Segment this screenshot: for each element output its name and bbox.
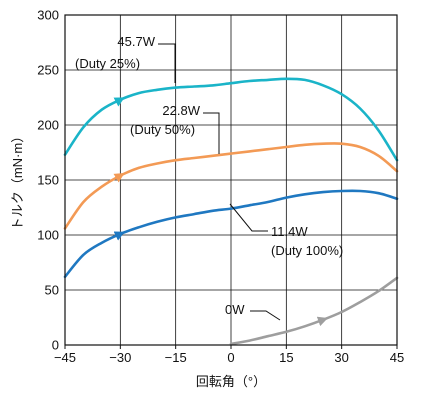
x-tick-label: 15 — [279, 350, 293, 365]
leader-line-45w — [158, 43, 176, 83]
y-tick-label: 250 — [37, 63, 59, 78]
x-tick-label: 45 — [390, 350, 404, 365]
series-label-22w: 22.8W — [162, 103, 200, 118]
series-label-11w: 11.4W — [271, 224, 308, 239]
x-tick-label: 0 — [227, 350, 234, 365]
leader-line-0w — [250, 310, 281, 321]
y-tick-label: 100 — [37, 228, 59, 243]
series-label-45w: 45.7W — [117, 34, 155, 49]
y-tick-label: 200 — [37, 118, 59, 133]
series-line-0w — [229, 276, 399, 346]
leader-line-11w — [229, 203, 268, 232]
x-tick-label: −15 — [165, 350, 187, 365]
series-label-0w: 0W — [225, 302, 245, 317]
tick-labels: −45 −30 −15 0 15 30 45 0 50 100 150 200 250 300 — [37, 8, 404, 366]
x-tick-label: −30 — [109, 350, 131, 365]
leader-line-22w — [203, 112, 220, 154]
y-tick-label: 50 — [45, 283, 59, 298]
y-tick-label: 0 — [52, 338, 59, 353]
series-lines — [63, 77, 399, 346]
y-axis-label: トルク（mN·m） — [10, 130, 25, 230]
series-duty-22w: (Duty 50%) — [130, 122, 195, 137]
series-duty-45w: (Duty 25%) — [75, 56, 140, 71]
x-tick-label: −45 — [54, 350, 76, 365]
y-tick-label: 300 — [37, 8, 59, 23]
series-duty-11w: (Duty 100%) — [271, 243, 343, 258]
y-tick-label: 150 — [37, 173, 59, 188]
annotations: 45.7W (Duty 25%) 22.8W (Duty 50%) 11.4W (Duty… — [75, 34, 343, 321]
x-tick-label: 30 — [334, 350, 348, 365]
x-axis-label: 回転角（°） — [196, 374, 266, 389]
